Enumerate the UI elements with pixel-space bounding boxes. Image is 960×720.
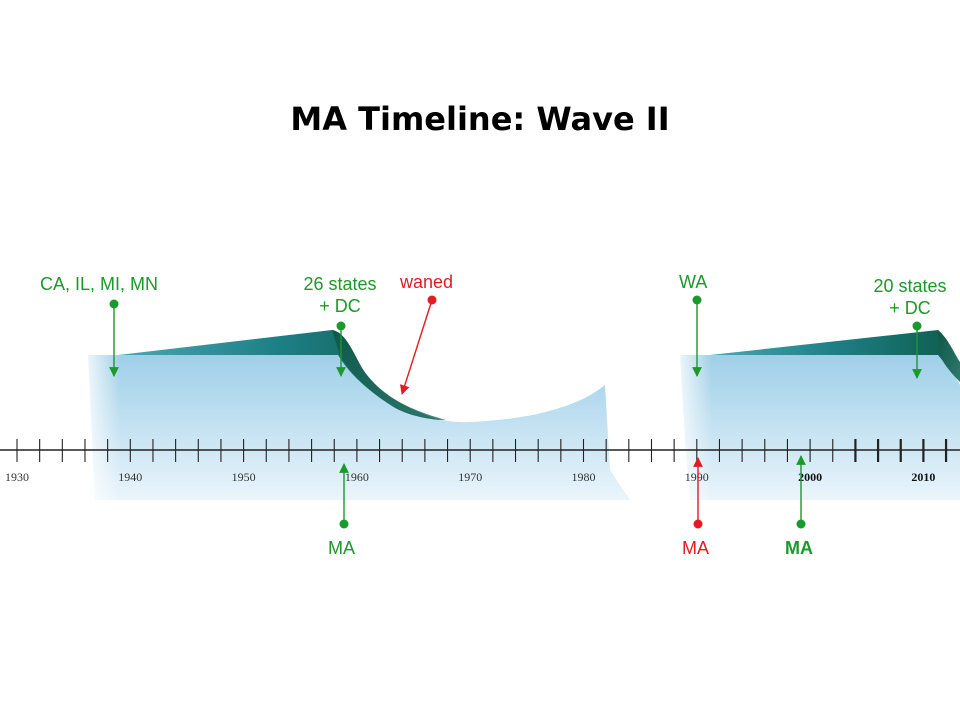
annotation-arrows	[109, 295, 922, 529]
label-20-states: 20 states + DC	[864, 275, 956, 319]
year-label-1970: 1970	[458, 470, 482, 484]
year-label-1950: 1950	[232, 470, 256, 484]
label-26-states-line1: 26 states	[303, 274, 377, 294]
label-ma-1958: MA	[328, 538, 355, 558]
label-ma-1990: MA	[682, 538, 709, 558]
year-label-1930: 1930	[5, 470, 29, 484]
label-ca-il-mi-mn: CA, IL, MI, MN	[40, 274, 159, 294]
label-20-states-line1: 20 states	[873, 276, 947, 296]
year-label-1980: 1980	[572, 470, 596, 484]
timeline-year-labels: 1930 1940 1950 1960 1970 1980 1990 2000 2010	[5, 470, 935, 484]
wave-2	[672, 330, 960, 505]
label-26-states: 26 states + DC	[290, 273, 390, 317]
year-label-1940: 1940	[118, 470, 142, 484]
year-label-1960: 1960	[345, 470, 369, 484]
wave-1	[80, 330, 630, 505]
label-ma-2000: MA	[785, 538, 813, 558]
year-label-2000: 2000	[798, 470, 822, 484]
year-label-2010: 2010	[911, 470, 935, 484]
page-title: MA Timeline: Wave II	[290, 100, 670, 138]
label-wa: WA	[679, 272, 708, 292]
year-label-1990: 1990	[685, 470, 709, 484]
label-26-states-line2: + DC	[319, 296, 361, 316]
label-waned: waned	[400, 272, 454, 292]
label-20-states-line2: + DC	[889, 298, 931, 318]
arrow-waned	[400, 299, 433, 395]
